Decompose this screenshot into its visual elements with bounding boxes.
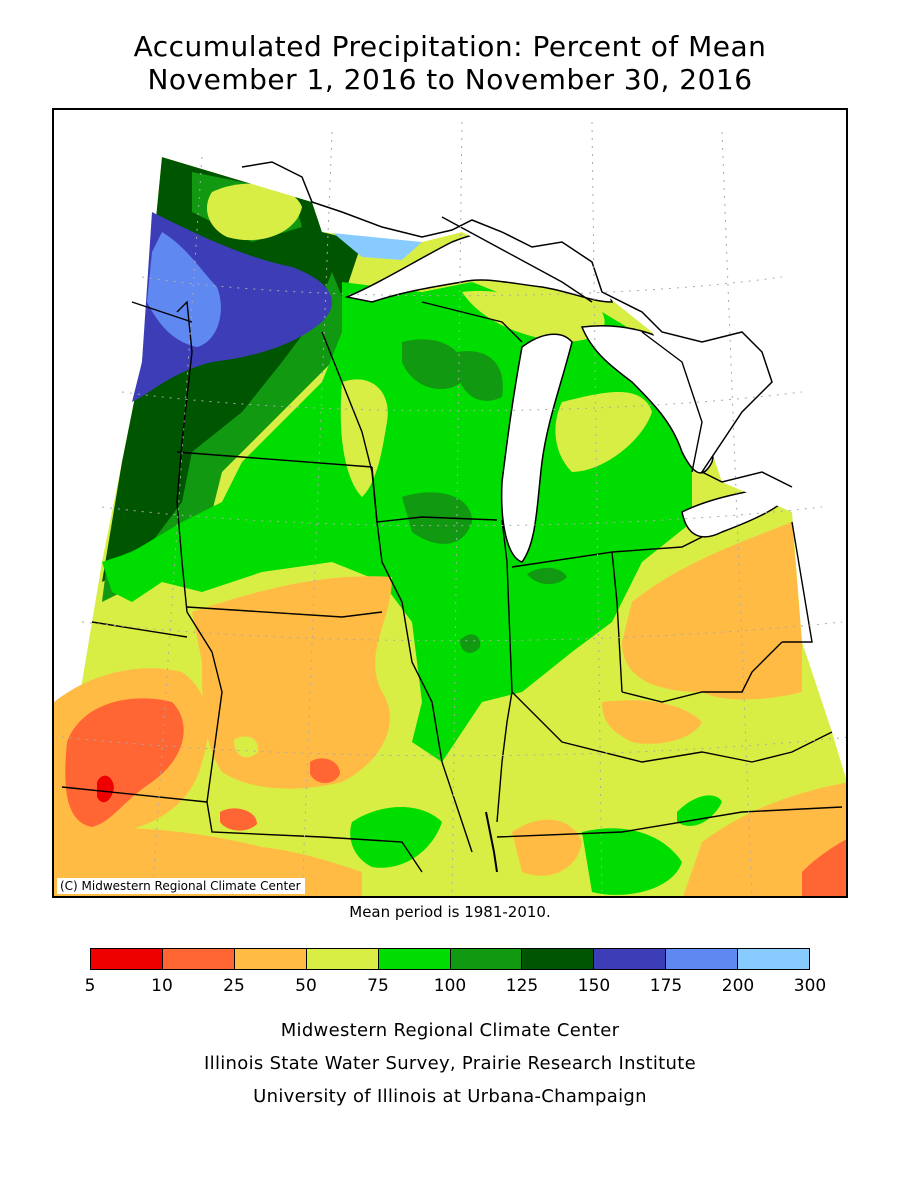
contour-5-10-kansas: [97, 775, 114, 803]
color-legend: 5 10 25 50 75 100 125 150 175 200 300: [85, 948, 826, 996]
legend-tick-label: 50: [295, 976, 317, 996]
legend-tick-label: 125: [505, 976, 539, 996]
contour-25-50-kentucky: [602, 700, 702, 744]
contour-10-25-kansas: [65, 698, 184, 827]
contour-25-50-ohio: [622, 522, 802, 700]
legend-tick-label: 100: [433, 976, 467, 996]
legend-swatch: [306, 949, 379, 969]
contour-50-75-upper-peninsula: [462, 291, 605, 342]
legend-tick-label: 10: [151, 976, 173, 996]
legend-tick-label: 175: [649, 976, 683, 996]
legend-swatch: [594, 949, 667, 969]
contour-100-125-indiana-blob: [527, 567, 567, 585]
credit-line-2: Illinois State Water Survey, Prairie Res…: [204, 1053, 696, 1074]
contour-75-100-tennessee: [582, 828, 682, 895]
contour-25-50-southeast: [683, 782, 846, 896]
contour-10-25-southeast: [802, 839, 846, 896]
credit-line-3: University of Illinois at Urbana-Champai…: [253, 1086, 647, 1107]
legend-swatch: [666, 949, 739, 969]
contour-100-125-wi-east: [457, 351, 503, 401]
state-boundaries: [61, 216, 843, 873]
lake-michigan: [500, 333, 573, 563]
legend-color-bar: [90, 948, 810, 970]
mean-period-note: Mean period is 1981-2010.: [349, 903, 551, 921]
mississippi-river: [485, 811, 498, 873]
precipitation-map: (C) Midwestern Regional Climate Center: [52, 108, 848, 898]
legend-tick-label: 150: [577, 976, 611, 996]
contour-200-300-superior: [332, 232, 422, 260]
map-title-line-1: Accumulated Precipitation: Percent of Me…: [133, 30, 767, 63]
legend-swatch: [162, 949, 235, 969]
copyright-label: (C) Midwestern Regional Climate Center: [57, 878, 305, 894]
legend-tick-label: 200: [721, 976, 755, 996]
legend-tick-label: 75: [367, 976, 389, 996]
legend-swatch: [738, 949, 810, 969]
legend-tick-label: 300: [793, 976, 827, 996]
contour-50-75-michigan: [555, 392, 652, 472]
legend-swatch: [91, 949, 163, 969]
canada-outline-north-shore: [241, 161, 793, 488]
graticule: [61, 121, 846, 896]
legend-tick-labels: 5 10 25 50 75 100 125 150 175 200 300: [85, 976, 827, 996]
contour-175-200-northwest: [147, 232, 221, 347]
contour-75-100-arkansas: [350, 807, 442, 868]
legend-swatch: [450, 949, 523, 969]
contour-50-75-north-pocket: [207, 183, 302, 241]
legend-swatch: [378, 949, 451, 969]
canada-area: [162, 112, 846, 512]
legend-swatch: [234, 949, 307, 969]
contour-100-125-illinois-blob: [460, 634, 481, 653]
credit-line-1: Midwestern Regional Climate Center: [280, 1020, 620, 1041]
legend-swatch: [522, 949, 595, 969]
legend-tick-label: 25: [223, 976, 245, 996]
contour-75-100-kentucky: [677, 795, 722, 826]
contour-25-50-iowa-missouri: [192, 576, 392, 789]
map-title-line-2: November 1, 2016 to November 30, 2016: [147, 63, 753, 96]
contour-10-25-missouri-south: [220, 808, 257, 831]
legend-tick-label: 5: [84, 976, 96, 996]
map-svg: [54, 112, 846, 896]
contour-50-75-missouri-pocket: [234, 736, 259, 758]
contour-100-125-wisconsin: [402, 339, 464, 390]
contour-10-25-missouri-east: [310, 758, 340, 783]
